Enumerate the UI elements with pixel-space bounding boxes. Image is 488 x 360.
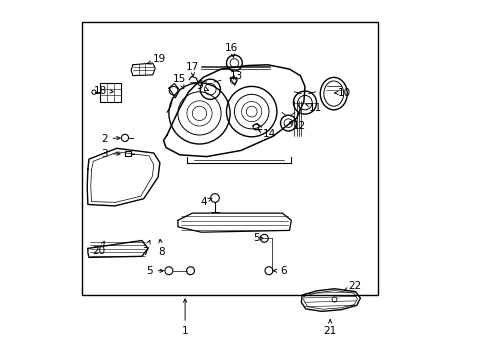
Text: 5: 5 (146, 266, 163, 276)
Bar (101, 83, 121, 102)
Text: 9: 9 (196, 81, 208, 91)
Text: 5: 5 (252, 233, 263, 243)
Text: 17: 17 (185, 62, 199, 76)
Text: 15: 15 (173, 73, 186, 89)
Text: 13: 13 (229, 71, 242, 81)
Text: 20: 20 (92, 241, 105, 256)
Text: 1: 1 (182, 299, 188, 336)
Text: 2: 2 (101, 134, 120, 144)
Bar (82, 22, 377, 295)
Text: 6: 6 (273, 266, 286, 276)
Text: 4: 4 (200, 197, 212, 207)
Text: 8: 8 (158, 239, 164, 257)
Text: 10: 10 (334, 88, 350, 98)
Text: 11: 11 (305, 103, 322, 113)
Text: 7: 7 (142, 240, 150, 257)
Bar (125, 151, 130, 156)
Text: 3: 3 (101, 149, 120, 159)
Text: 21: 21 (323, 320, 336, 336)
Text: 16: 16 (225, 43, 238, 57)
Text: 12: 12 (289, 121, 305, 131)
Text: 19: 19 (147, 54, 165, 64)
Text: 22: 22 (344, 281, 361, 291)
Text: 14: 14 (258, 129, 275, 139)
Text: 18: 18 (94, 86, 113, 96)
